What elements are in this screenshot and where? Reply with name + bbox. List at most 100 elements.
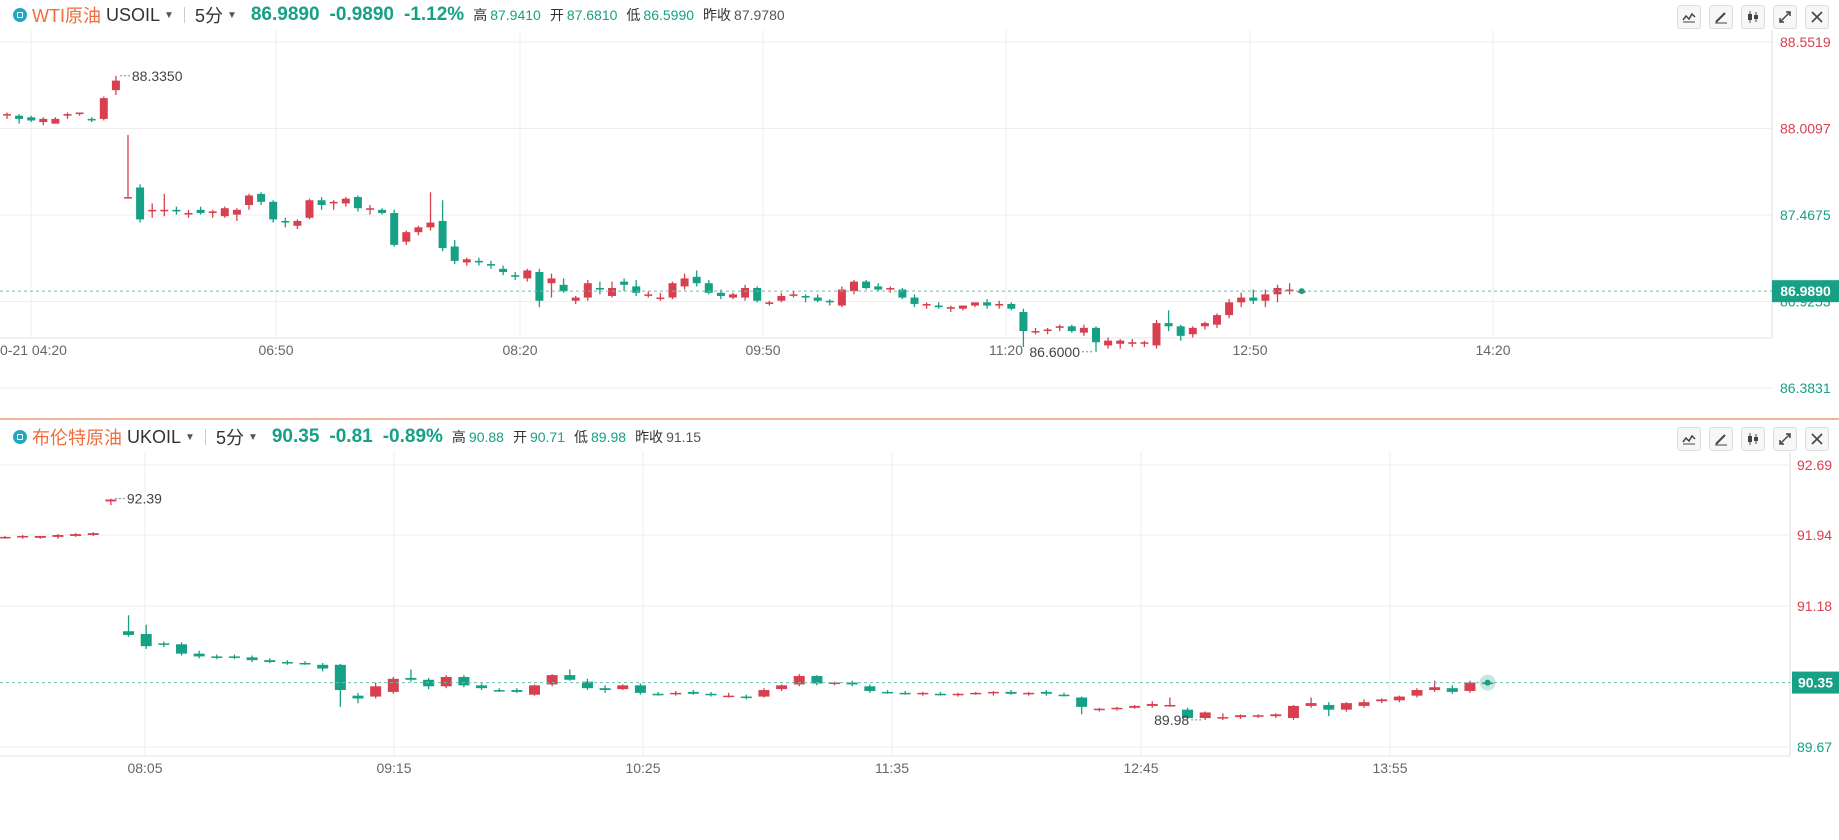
candle-body [70, 534, 82, 536]
candle-body [1285, 289, 1294, 292]
candle-body [1093, 708, 1105, 711]
divider [204, 429, 206, 445]
candle-body [1140, 342, 1149, 344]
candle-body [946, 307, 955, 309]
period-selector[interactable]: 5分 [215, 428, 244, 448]
candle-body [922, 303, 931, 306]
open-value: 90.71 [529, 429, 566, 445]
candle-body [172, 209, 181, 212]
candle-body [656, 297, 665, 300]
candle-body [705, 693, 717, 696]
close-icon[interactable] [1805, 5, 1829, 29]
draw-icon[interactable] [1709, 5, 1733, 29]
expand-icon[interactable] [1773, 5, 1797, 29]
candle-body [17, 535, 29, 538]
candle-body [329, 201, 338, 204]
open-value: 87.6810 [566, 7, 618, 23]
candle-body [801, 295, 810, 298]
candle-body [123, 631, 135, 635]
candle-body [196, 209, 205, 214]
candle-body [1237, 297, 1246, 303]
candle-body [723, 695, 735, 698]
candle-body [987, 691, 999, 694]
candlestick-chart[interactable]: 88.551988.009787.467586.925386.38310-21 … [0, 30, 1839, 418]
candle-body [971, 302, 979, 306]
candle-body [535, 272, 544, 301]
candle-body [402, 232, 411, 242]
chevron-down-icon[interactable]: ▼ [164, 9, 174, 21]
expand-icon[interactable] [1773, 427, 1797, 451]
candle-body [39, 118, 48, 123]
candle-body [1146, 704, 1158, 706]
candle-body [668, 283, 677, 298]
draw-icon[interactable] [1709, 427, 1733, 451]
candle-body [245, 195, 253, 206]
indicator-icon[interactable] [1677, 427, 1701, 451]
candle-body [1111, 707, 1123, 710]
candle-body [765, 302, 774, 304]
candle-body [160, 209, 169, 212]
close-icon[interactable] [1805, 427, 1829, 451]
prev-close-label: 昨收 [635, 429, 664, 445]
candle-body [438, 220, 447, 249]
symbol-icon [13, 8, 27, 22]
candle-body [970, 692, 982, 695]
candle-body [458, 676, 470, 686]
candle-body [829, 682, 841, 685]
symbol-name[interactable]: 布伦特原油 [32, 428, 122, 448]
candle-body [450, 246, 459, 261]
candle-body [184, 213, 193, 215]
candle-body [595, 287, 604, 290]
candlestick-chart[interactable]: 92.69 91.94 91.18 89.67 08:05 09:15 10:25 11:35… [0, 452, 1839, 840]
divider [183, 7, 185, 23]
panel-separator[interactable] [0, 418, 1839, 420]
prev-close-label: 昨收 [703, 7, 732, 23]
x-tick-label: 08:20 [502, 342, 537, 358]
candle-body [1129, 705, 1141, 708]
candle-body [777, 295, 786, 301]
candle-body [571, 297, 580, 301]
symbol-code[interactable]: USOIL [106, 4, 161, 25]
candle-body [476, 685, 488, 689]
period-selector[interactable]: 5分 [194, 6, 223, 26]
x-tick-label: 10:25 [625, 760, 660, 776]
chevron-down-icon[interactable]: ▼ [226, 9, 237, 21]
low-label: 低 [626, 7, 641, 23]
candle-body [148, 209, 157, 212]
candle-body [1323, 704, 1335, 710]
y-tick-label: 86.3831 [1780, 380, 1831, 396]
symbol-code[interactable]: UKOIL [127, 426, 182, 447]
chevron-down-icon[interactable]: ▼ [247, 431, 258, 443]
candle-body [1019, 311, 1028, 332]
prev-close-value: 91.15 [666, 429, 702, 445]
price-change-pct: -1.12% [404, 4, 465, 25]
candle-body [140, 634, 152, 647]
candle-body [741, 287, 750, 298]
candle-body [1067, 326, 1076, 332]
candle-type-icon[interactable] [1741, 427, 1765, 451]
candle-body [898, 289, 907, 298]
candle-body [846, 682, 858, 685]
candle-type-icon[interactable] [1741, 5, 1765, 29]
candle-body [99, 98, 108, 119]
candle-body [837, 289, 846, 306]
candle-body [1199, 712, 1211, 719]
candle-body [124, 197, 132, 199]
high-label: 高 [451, 429, 466, 445]
candle-body [293, 220, 302, 226]
candle-body [246, 657, 258, 661]
symbol-name[interactable]: WTI原油 [32, 6, 101, 26]
candle-body [644, 294, 653, 296]
candle-body [776, 685, 788, 690]
current-price-tag [1792, 671, 1839, 694]
indicator-icon[interactable] [1677, 5, 1701, 29]
candle-body [523, 270, 532, 279]
candle-body [864, 686, 876, 691]
prev-close-value: 87.9780 [734, 7, 785, 23]
candle-body [228, 656, 240, 658]
candle-body [334, 664, 346, 691]
chevron-down-icon[interactable]: ▼ [185, 431, 195, 443]
candle-body [1217, 717, 1229, 719]
